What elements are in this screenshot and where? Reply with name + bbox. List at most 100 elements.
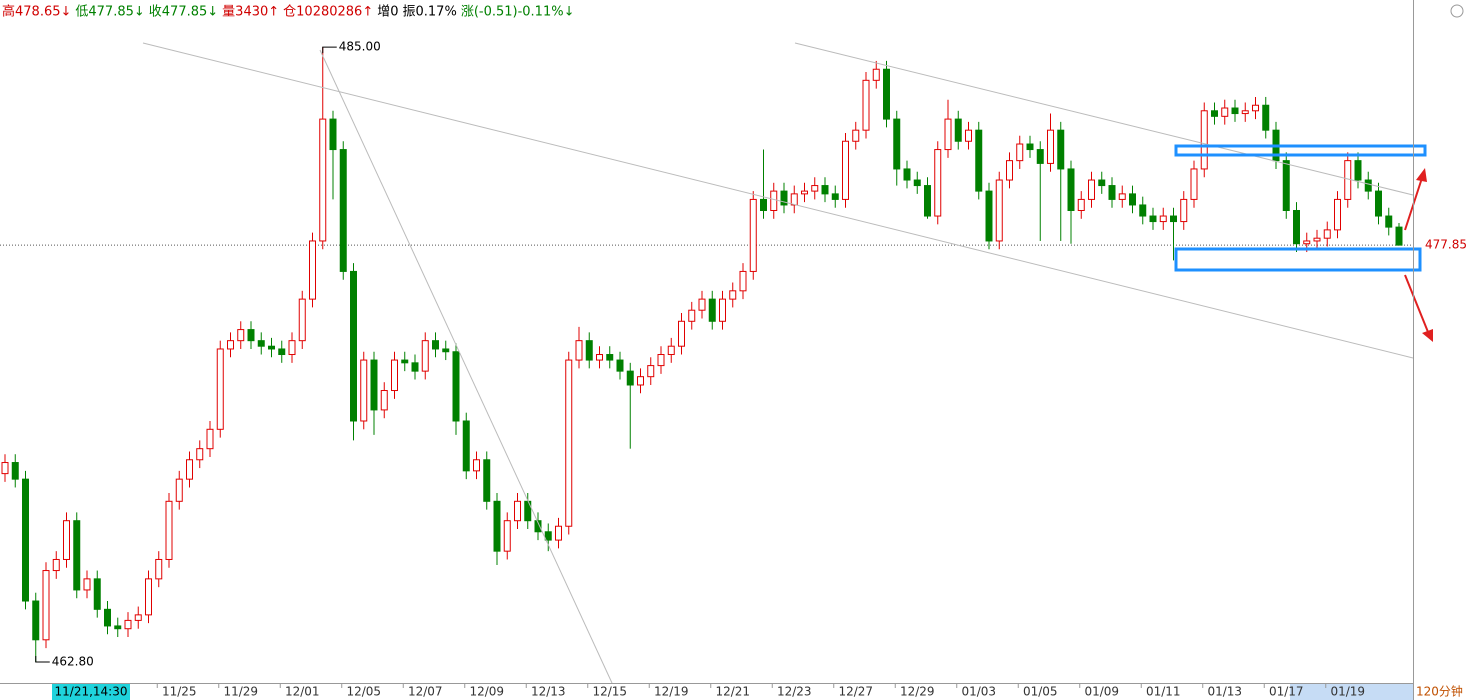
candle-body	[1323, 229, 1331, 239]
candle-body	[124, 619, 132, 630]
candle-body	[114, 625, 122, 630]
low-label: 462.80	[52, 654, 94, 668]
candle-body	[401, 359, 409, 364]
candle-body	[134, 614, 142, 621]
candle-body	[227, 340, 234, 350]
x-tick-label: 01/19	[1330, 685, 1365, 699]
period-label: 120分钟	[1416, 684, 1463, 699]
candle-body	[1241, 110, 1249, 115]
candle-body	[175, 478, 183, 502]
candle-body	[913, 179, 921, 187]
candle-body	[196, 448, 204, 461]
candle-body	[729, 290, 737, 300]
candle-body	[380, 390, 388, 411]
candle-body	[647, 365, 655, 378]
candle-body	[965, 129, 972, 142]
x-tick-label: 12/09	[469, 685, 504, 699]
candle-body	[483, 459, 491, 502]
x-tick-label: 01/11	[1146, 685, 1181, 699]
x-tick-label: 11/29	[223, 685, 258, 699]
candle-body	[493, 500, 501, 552]
arrow	[1404, 274, 1429, 333]
candle-body	[247, 329, 255, 342]
x-tick-label: 11/25	[162, 685, 197, 699]
candle-body	[1221, 107, 1229, 117]
candle-body	[432, 340, 439, 350]
candle-body	[288, 340, 296, 356]
candle-body	[801, 190, 808, 195]
candle-body	[985, 190, 993, 242]
candle-body	[555, 525, 562, 541]
candle-body	[934, 149, 942, 217]
candle-body	[319, 118, 327, 242]
x-tick-label: 12/27	[838, 685, 873, 699]
candle-body	[1057, 129, 1065, 170]
candle-body	[1149, 215, 1157, 223]
candle-body	[391, 359, 398, 392]
candle-body	[442, 348, 450, 353]
candle-body	[11, 462, 19, 480]
x-tick-label: 01/13	[1207, 685, 1242, 699]
header-item: 涨(-0.51)-0.11%↓	[461, 5, 575, 20]
candle-body	[719, 298, 726, 322]
candle-body	[1282, 160, 1290, 211]
trend-line	[319, 49, 613, 684]
candle-body	[186, 459, 193, 480]
candle-body	[585, 340, 593, 361]
candle-body	[606, 354, 614, 361]
header-item: 低477.85↓	[75, 5, 144, 20]
candle-body	[739, 270, 747, 292]
high-marker	[322, 46, 337, 54]
candle-body	[903, 168, 911, 181]
candle-body	[22, 478, 29, 602]
candle-body	[514, 500, 521, 522]
x-tick-label: 01/03	[961, 685, 996, 699]
candle-body	[1016, 143, 1024, 162]
candle-body	[63, 520, 70, 560]
candle-body	[760, 198, 767, 211]
candle-body	[329, 118, 337, 151]
candle-body	[370, 359, 378, 411]
candle-body	[1118, 193, 1126, 200]
candle-body	[637, 376, 644, 386]
candle-body	[165, 500, 173, 560]
trend-line	[142, 42, 1414, 359]
selection-band	[1290, 684, 1413, 700]
candle-body	[503, 520, 511, 552]
candle-body	[104, 608, 111, 627]
candle-body	[596, 354, 603, 361]
candle-body	[1211, 110, 1218, 117]
candle-body	[1293, 209, 1300, 245]
candle-body	[688, 309, 696, 322]
candle-body	[452, 351, 460, 422]
x-tick-label: 12/21	[715, 685, 750, 699]
candle-body	[268, 345, 275, 350]
x-tick-label: 01/05	[1023, 685, 1058, 699]
candle-body	[73, 520, 81, 591]
header-item: 振0.17%	[403, 5, 457, 20]
candle-body	[1139, 204, 1147, 217]
candle-body	[842, 140, 849, 200]
candle-body	[544, 531, 552, 541]
candle-body	[1200, 110, 1208, 170]
candle-body	[708, 298, 716, 322]
candle-body	[1077, 198, 1085, 211]
x-tick-label: 12/23	[777, 685, 812, 699]
candle-body	[1026, 143, 1034, 151]
candle-body	[667, 345, 675, 356]
candle-body	[995, 179, 1003, 242]
candle-body	[534, 520, 542, 533]
candle-body	[1364, 179, 1372, 192]
candle-body	[462, 420, 470, 472]
candle-body	[883, 68, 890, 120]
header-item: 增0	[377, 5, 398, 20]
candle-body	[749, 198, 757, 272]
trend-line	[794, 42, 1414, 196]
settings-icon[interactable]	[1450, 4, 1464, 18]
candle-body	[657, 354, 665, 367]
candle-body	[770, 190, 778, 211]
candle-body	[339, 149, 347, 272]
candle-body	[1252, 104, 1259, 112]
candle-body	[862, 79, 870, 131]
